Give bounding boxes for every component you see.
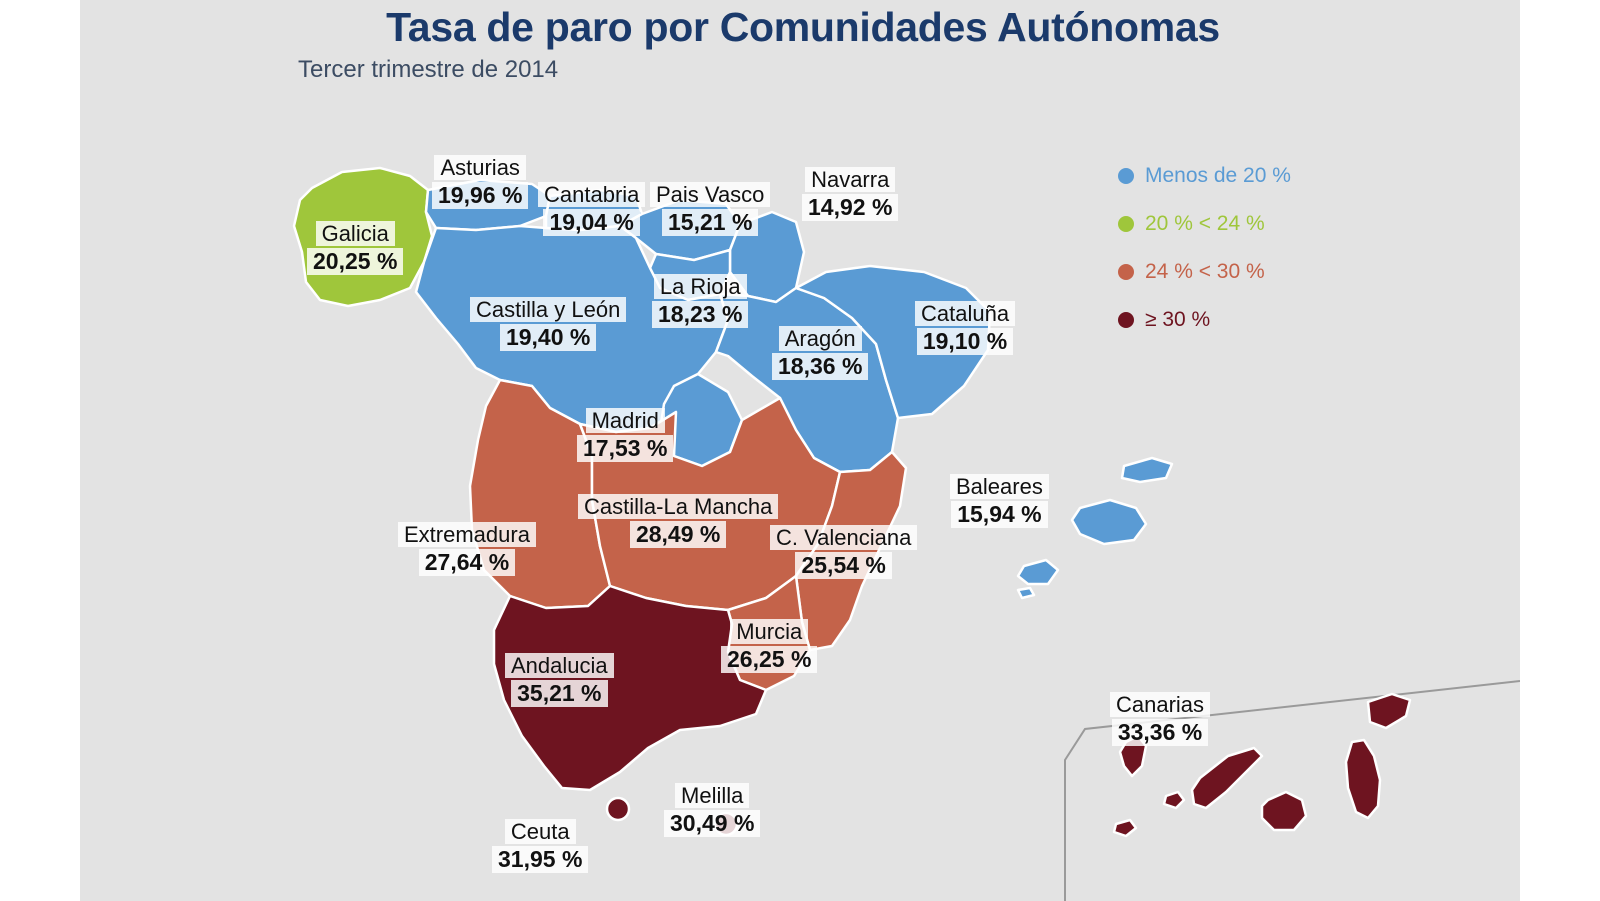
label-andalucia-name: Andalucia xyxy=(505,653,614,678)
label-cvalenciana-name: C. Valenciana xyxy=(770,525,918,550)
label-cataluna[interactable]: Cataluña 19,10 % xyxy=(915,301,1016,355)
page-subtitle: Tercer trimestre de 2014 xyxy=(298,56,559,83)
label-extremadura-name: Extremadura xyxy=(398,522,536,547)
region-ceuta-marker[interactable] xyxy=(605,796,631,822)
label-navarra[interactable]: Navarra 14,92 % xyxy=(802,167,899,221)
region-canarias-fuerteventura[interactable] xyxy=(1344,738,1382,820)
label-andalucia[interactable]: Andalucia 35,21 % xyxy=(505,653,614,707)
label-aragon[interactable]: Aragón 18,36 % xyxy=(772,326,869,380)
legend-dot-icon xyxy=(1118,312,1134,328)
region-baleares-ibiza[interactable] xyxy=(1016,558,1060,586)
label-larioja-value: 18,23 % xyxy=(652,301,749,328)
label-canarias[interactable]: Canarias 33,36 % xyxy=(1110,692,1211,746)
region-canarias-tenerife[interactable] xyxy=(1190,746,1264,810)
label-baleares[interactable]: Baleares 15,94 % xyxy=(950,474,1049,528)
label-ceuta-value: 31,95 % xyxy=(492,846,589,873)
legend-dot-icon xyxy=(1118,264,1134,280)
label-asturias[interactable]: Asturias 19,96 % xyxy=(432,155,529,209)
legend-item-2: 24 % < 30 % xyxy=(1118,248,1291,296)
label-baleares-name: Baleares xyxy=(950,474,1049,499)
label-cantabria-value: 19,04 % xyxy=(543,209,640,236)
region-canarias-lagomera[interactable] xyxy=(1162,790,1186,810)
region-baleares-menorca[interactable] xyxy=(1120,456,1174,484)
label-ceuta-name: Ceuta xyxy=(504,819,576,844)
spain-choropleth-map xyxy=(292,166,1520,901)
label-murcia-value: 26,25 % xyxy=(721,646,818,673)
page-title: Tasa de paro por Comunidades Autónomas xyxy=(386,4,1220,50)
label-paisvasco-name: Pais Vasco xyxy=(650,182,771,207)
label-galicia[interactable]: Galicia 20,25 % xyxy=(307,221,404,275)
canarias-inset-frame xyxy=(1064,680,1520,901)
label-ceuta[interactable]: Ceuta 31,95 % xyxy=(492,819,589,873)
label-madrid[interactable]: Madrid 17,53 % xyxy=(577,408,674,462)
legend-dot-icon xyxy=(1118,216,1134,232)
label-cataluna-name: Cataluña xyxy=(915,301,1016,326)
canarias-islands xyxy=(1112,692,1412,838)
label-canarias-name: Canarias xyxy=(1110,692,1211,717)
label-asturias-value: 19,96 % xyxy=(432,182,529,209)
label-cvalenciana-value: 25,54 % xyxy=(795,552,892,579)
legend: Menos de 20 % 20 % < 24 % 24 % < 30 % ≥ … xyxy=(1118,152,1291,344)
legend-item-0: Menos de 20 % xyxy=(1118,152,1291,200)
label-cataluna-value: 19,10 % xyxy=(916,328,1014,355)
label-madrid-value: 17,53 % xyxy=(577,435,674,462)
legend-dot-icon xyxy=(1118,168,1134,184)
label-cantabria[interactable]: Cantabria 19,04 % xyxy=(538,182,646,236)
label-asturias-name: Asturias xyxy=(434,155,526,180)
label-murcia[interactable]: Murcia 26,25 % xyxy=(721,619,818,673)
label-cvalenciana[interactable]: C. Valenciana 25,54 % xyxy=(770,525,918,579)
region-andalucia[interactable] xyxy=(492,584,768,792)
label-larioja-name: La Rioja xyxy=(653,274,747,299)
label-navarra-value: 14,92 % xyxy=(802,194,899,221)
label-paisvasco[interactable]: Pais Vasco 15,21 % xyxy=(650,182,771,236)
label-baleares-value: 15,94 % xyxy=(951,501,1048,528)
label-cantabria-name: Cantabria xyxy=(538,182,646,207)
label-galicia-name: Galicia xyxy=(315,221,395,246)
label-madrid-name: Madrid xyxy=(585,408,665,433)
label-castillayleon-name: Castilla y León xyxy=(470,297,627,322)
label-extremadura[interactable]: Extremadura 27,64 % xyxy=(398,522,536,576)
legend-label-3: ≥ 30 % xyxy=(1145,308,1211,331)
region-canarias-elhierro[interactable] xyxy=(1112,818,1138,838)
label-castillayleon-value: 19,40 % xyxy=(499,324,597,351)
region-baleares-mallorca[interactable] xyxy=(1070,498,1148,546)
legend-label-0: Menos de 20 % xyxy=(1145,164,1291,187)
label-larioja[interactable]: La Rioja 18,23 % xyxy=(652,274,749,328)
label-paisvasco-value: 15,21 % xyxy=(662,209,759,236)
label-melilla-value: 30,49 % xyxy=(664,810,761,837)
label-galicia-value: 20,25 % xyxy=(307,248,404,275)
label-castillalamancha-value: 28,49 % xyxy=(629,521,727,548)
label-melilla[interactable]: Melilla 30,49 % xyxy=(664,783,761,837)
label-andalucia-value: 35,21 % xyxy=(511,680,608,707)
label-aragon-name: Aragón xyxy=(778,326,862,351)
region-canarias-lanzarote[interactable] xyxy=(1366,692,1412,730)
label-melilla-name: Melilla xyxy=(675,783,750,808)
legend-item-3: ≥ 30 % xyxy=(1118,296,1291,344)
map-infographic-canvas: Tasa de paro por Comunidades Autónomas T… xyxy=(80,0,1520,901)
label-canarias-value: 33,36 % xyxy=(1111,719,1209,746)
label-navarra-name: Navarra xyxy=(805,167,896,192)
label-castillalamancha-name: Castilla-La Mancha xyxy=(578,494,779,519)
label-aragon-value: 18,36 % xyxy=(772,353,869,380)
region-baleares-formentera[interactable] xyxy=(1016,586,1036,600)
legend-item-1: 20 % < 24 % xyxy=(1118,200,1291,248)
label-castillayleon[interactable]: Castilla y León 19,40 % xyxy=(470,297,627,351)
label-extremadura-value: 27,64 % xyxy=(418,549,516,576)
label-murcia-name: Murcia xyxy=(730,619,809,644)
region-canarias-grancanaria[interactable] xyxy=(1260,790,1308,832)
label-castillalamancha[interactable]: Castilla-La Mancha 28,49 % xyxy=(578,494,779,548)
legend-label-2: 24 % < 30 % xyxy=(1145,260,1265,283)
legend-label-1: 20 % < 24 % xyxy=(1145,212,1265,235)
